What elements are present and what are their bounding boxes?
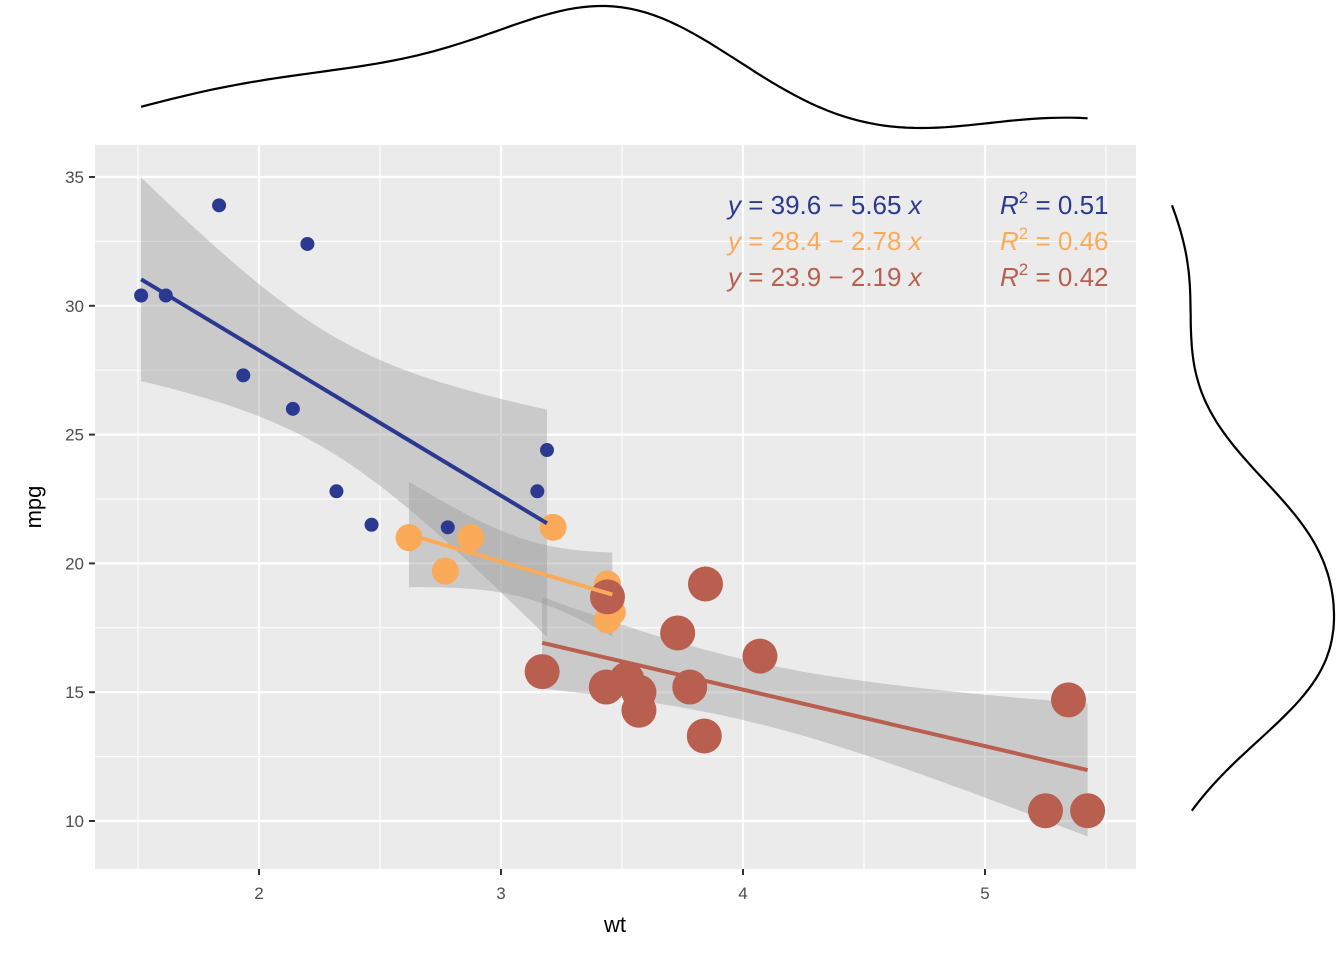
data-point-6 [457,524,485,552]
data-point-4 [285,401,300,416]
confidence-band-8 [542,596,1088,837]
y-axis: 10 15 20 25 30 35 [65,168,95,831]
regression-lines [140,277,1089,773]
data-point-4 [530,484,545,499]
data-point-8 [686,718,722,754]
data-point-4 [212,198,227,213]
data-point-8 [1028,793,1063,829]
data-point-8 [621,674,657,710]
major-gridlines [95,145,1136,869]
equation-label: y = 23.9 − 2.19 x [726,262,923,292]
r-squared-label: R2 = 0.42 [1000,260,1108,292]
plot-panel [95,145,1136,869]
data-point-4 [539,443,554,458]
minor-gridlines [95,145,1136,869]
data-point-8 [589,579,625,615]
data-point-6 [431,557,459,585]
x-axis-title: wt [603,912,626,937]
right-marginal-density-curve [1170,204,1336,812]
y-tick-label: 30 [65,297,84,316]
data-point-8 [588,669,624,705]
data-point-4 [236,368,251,383]
regression-line-4 [140,277,549,526]
data-point-4 [364,517,379,532]
x-axis: 2 3 4 5 [254,869,990,903]
data-point-6 [395,524,423,552]
x-tick-label: 4 [738,884,747,903]
data-point-4 [300,236,315,251]
data-point-8 [687,566,723,602]
x-tick-label: 5 [980,884,989,903]
x-tick-label: 2 [254,884,263,903]
data-point-8 [742,638,778,674]
data-points [134,198,1106,829]
equation-annotations: y = 39.6 − 5.65 x R2 = 0.51 y = 28.4 − 2.7… [726,188,1108,292]
data-point-6 [539,513,567,541]
r-squared-label: R2 = 0.51 [1000,188,1108,220]
data-point-6 [593,606,621,634]
regression-line-8 [541,640,1089,773]
data-point-4 [440,520,455,535]
y-tick-label: 15 [65,683,84,702]
data-point-8 [524,654,560,690]
data-point-4 [329,484,344,499]
top-marginal-density-curve [140,4,1088,130]
y-axis-title: mpg [21,486,46,529]
equation-label: y = 39.6 − 5.65 x [726,190,923,220]
data-point-8 [1070,793,1106,829]
confidence-band-6 [409,481,613,637]
r-squared-label: R2 = 0.46 [1000,224,1108,256]
data-point-8 [660,615,696,651]
y-tick-label: 25 [65,426,84,445]
data-point-4 [134,288,149,303]
y-tick-label: 35 [65,168,84,187]
data-point-8 [1050,682,1086,718]
x-tick-label: 3 [496,884,505,903]
regression-line-6 [408,532,613,597]
y-tick-label: 10 [65,812,84,831]
y-tick-label: 20 [65,554,84,573]
equation-label: y = 28.4 − 2.78 x [726,226,923,256]
